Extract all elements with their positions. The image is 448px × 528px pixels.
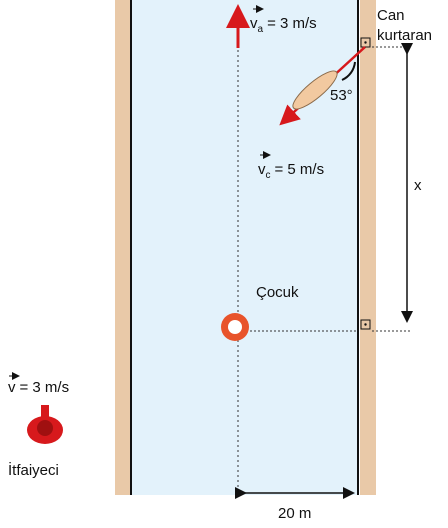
value: = 5 m/s — [275, 161, 325, 178]
diagram: va= 3 m/s Can kurtaran 53° vc= 5 m/s x Ç… — [0, 0, 448, 528]
subscript: a — [258, 24, 264, 35]
firefighter-helmet — [37, 420, 53, 436]
symbol: v — [8, 379, 16, 396]
right-bank — [360, 0, 376, 495]
distance-label: x — [414, 177, 422, 194]
rescuer-label: Can — [377, 7, 405, 24]
value: = 3 m/s — [267, 15, 317, 32]
child-label: Çocuk — [256, 284, 299, 301]
dot — [364, 323, 366, 325]
firefighter-arm — [41, 405, 49, 417]
dot — [364, 41, 366, 43]
subscript: c — [266, 170, 271, 181]
width-label: 20 m — [278, 505, 311, 522]
lifebuoy-hole — [228, 320, 242, 334]
value: = 3 m/s — [20, 379, 70, 396]
firefighter-label: İtfaiyeci — [8, 461, 59, 479]
angle: 53° — [330, 87, 353, 104]
firefighter-velocity: v= 3 m/s — [8, 379, 69, 396]
left-bank — [115, 0, 131, 495]
rescuer-label: kurtaran — [377, 27, 432, 44]
